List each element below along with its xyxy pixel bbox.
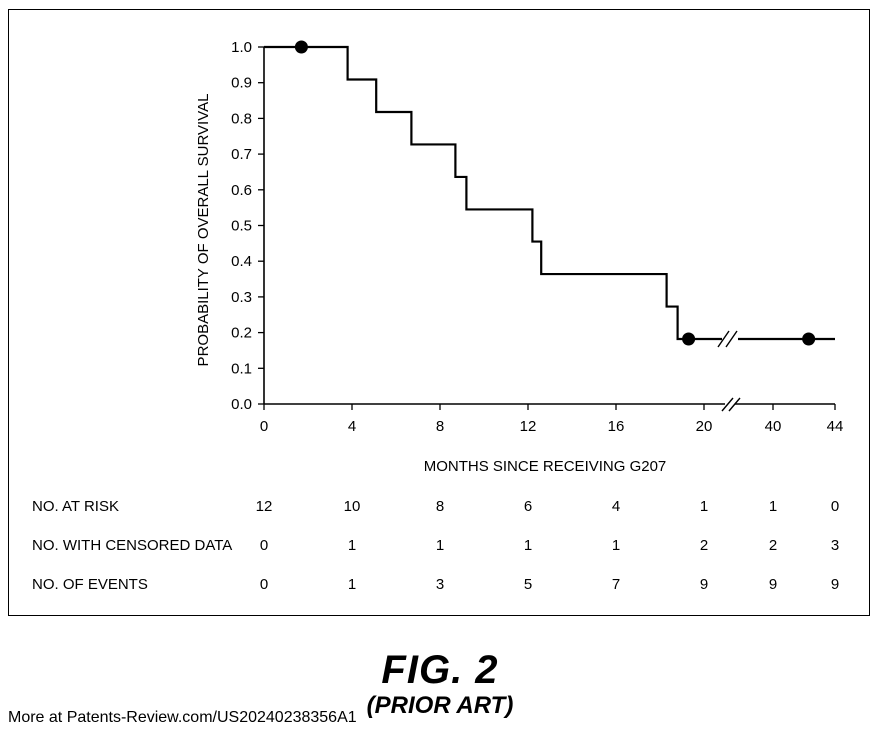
risk-cell: 10 <box>344 498 361 515</box>
risk-cell: 0 <box>831 498 839 515</box>
risk-cell: 0 <box>260 576 268 593</box>
x-tick-label: 40 <box>765 418 782 435</box>
risk-cell: 3 <box>436 576 444 593</box>
risk-row-label: NO. AT RISK <box>32 498 119 515</box>
y-axis-label: PROBABILITY OF OVERALL SURVIVAL <box>195 94 212 367</box>
risk-cell: 9 <box>700 576 708 593</box>
survival-step-line <box>264 47 835 339</box>
risk-row-label: NO. WITH CENSORED DATA <box>32 537 232 554</box>
x-tick-label: 12 <box>520 418 537 435</box>
risk-cell: 0 <box>260 537 268 554</box>
y-tick-label: 0.9 <box>231 75 252 92</box>
risk-cell: 6 <box>524 498 532 515</box>
y-tick-label: 0.7 <box>231 146 252 163</box>
y-tick-label: 1.0 <box>231 39 252 56</box>
y-tick-label: 0.4 <box>231 253 252 270</box>
survival-chart: PROBABILITY OF OVERALL SURVIVAL MONTHS S… <box>0 0 880 620</box>
risk-cell: 3 <box>831 537 839 554</box>
source-note[interactable]: More at Patents-Review.com/US20240238356… <box>8 709 357 727</box>
risk-cell: 1 <box>700 498 708 515</box>
risk-cell: 2 <box>769 537 777 554</box>
x-tick-label: 4 <box>348 418 356 435</box>
y-tick-label: 0.3 <box>231 289 252 306</box>
y-tick-label: 0.6 <box>231 182 252 199</box>
risk-cell: 1 <box>769 498 777 515</box>
x-tick-label: 8 <box>436 418 444 435</box>
x-tick-label: 20 <box>696 418 713 435</box>
censored-marker <box>295 41 308 54</box>
risk-cell: 12 <box>256 498 273 515</box>
censored-marker <box>802 333 815 346</box>
risk-cell: 1 <box>612 537 620 554</box>
risk-cell: 1 <box>524 537 532 554</box>
y-tick-label: 0.8 <box>231 110 252 127</box>
x-axis-label: MONTHS SINCE RECEIVING G207 <box>424 458 667 475</box>
risk-cell: 1 <box>436 537 444 554</box>
censored-marker <box>682 333 695 346</box>
y-tick-label: 0.1 <box>231 360 252 377</box>
figure-number: FIG. 2 <box>0 648 880 693</box>
x-tick-label: 0 <box>260 418 268 435</box>
y-tick-label: 0.0 <box>231 396 252 413</box>
risk-cell: 9 <box>831 576 839 593</box>
x-tick-label: 16 <box>608 418 625 435</box>
x-tick-label: 44 <box>827 418 844 435</box>
risk-cell: 4 <box>612 498 620 515</box>
risk-row-label: NO. OF EVENTS <box>32 576 148 593</box>
risk-cell: 2 <box>700 537 708 554</box>
y-tick-label: 0.2 <box>231 325 252 342</box>
risk-cell: 7 <box>612 576 620 593</box>
risk-cell: 5 <box>524 576 532 593</box>
risk-cell: 8 <box>436 498 444 515</box>
risk-cell: 1 <box>348 576 356 593</box>
risk-cell: 1 <box>348 537 356 554</box>
y-tick-label: 0.5 <box>231 218 252 235</box>
risk-cell: 9 <box>769 576 777 593</box>
